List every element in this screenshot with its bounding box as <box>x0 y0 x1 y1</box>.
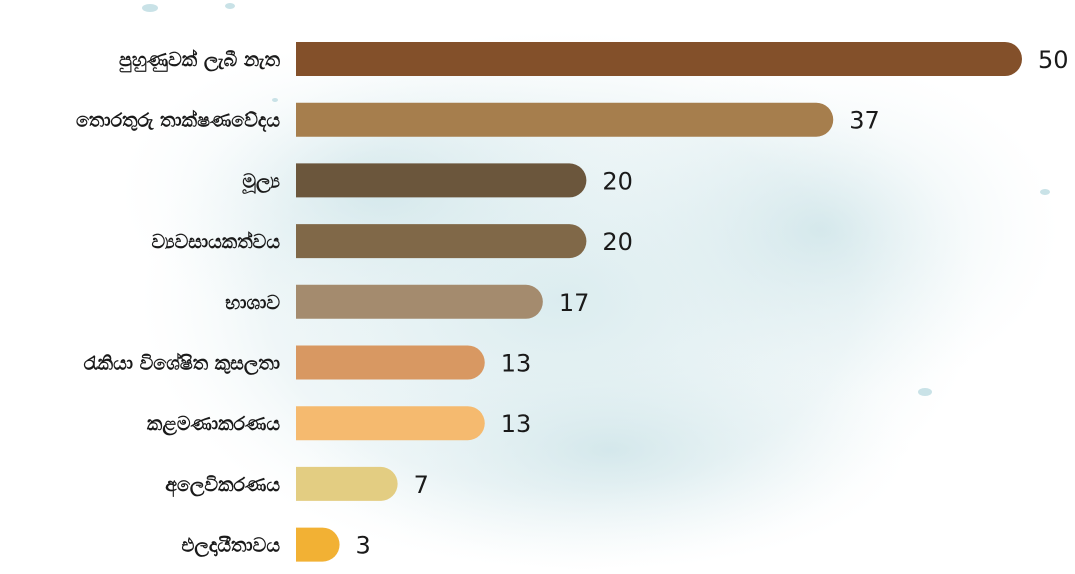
value-label-5: 17 <box>559 289 590 317</box>
bar-8 <box>296 466 398 501</box>
value-label-3: 20 <box>602 167 633 195</box>
value-label-9: 3 <box>356 532 371 560</box>
bar-1 <box>296 42 1022 76</box>
value-label-6: 13 <box>501 350 532 378</box>
bar-9 <box>296 527 340 562</box>
bar-6 <box>296 345 485 380</box>
category-label-2: තොරතුරු තාක්ෂණවේදය <box>76 110 280 133</box>
value-label-8: 7 <box>414 471 429 499</box>
category-label-1: පුහුණුවක් ලැබී නැත <box>119 49 281 74</box>
category-label-3: මූල්‍ය <box>242 170 280 194</box>
category-label-7: කළමණාකරණය <box>147 413 280 436</box>
bar-4 <box>296 224 587 259</box>
bar-3 <box>296 163 587 198</box>
category-label-9: එලදායීතාවය <box>182 535 281 558</box>
value-label-1: 50 <box>1038 46 1069 74</box>
category-label-4: ව්‍යවසායකත්වය <box>151 231 280 253</box>
category-label-5: භාශාව <box>225 292 280 314</box>
category-label-6: රැකියා විශේෂිත කුසලතා <box>84 352 280 375</box>
bar-7 <box>296 406 485 441</box>
bar-2 <box>296 102 834 137</box>
value-label-4: 20 <box>602 228 633 256</box>
value-label-2: 37 <box>849 107 880 135</box>
value-label-7: 13 <box>501 410 532 438</box>
bar-5 <box>296 284 543 319</box>
category-label-8: අලෙවිකරණය <box>165 474 280 498</box>
